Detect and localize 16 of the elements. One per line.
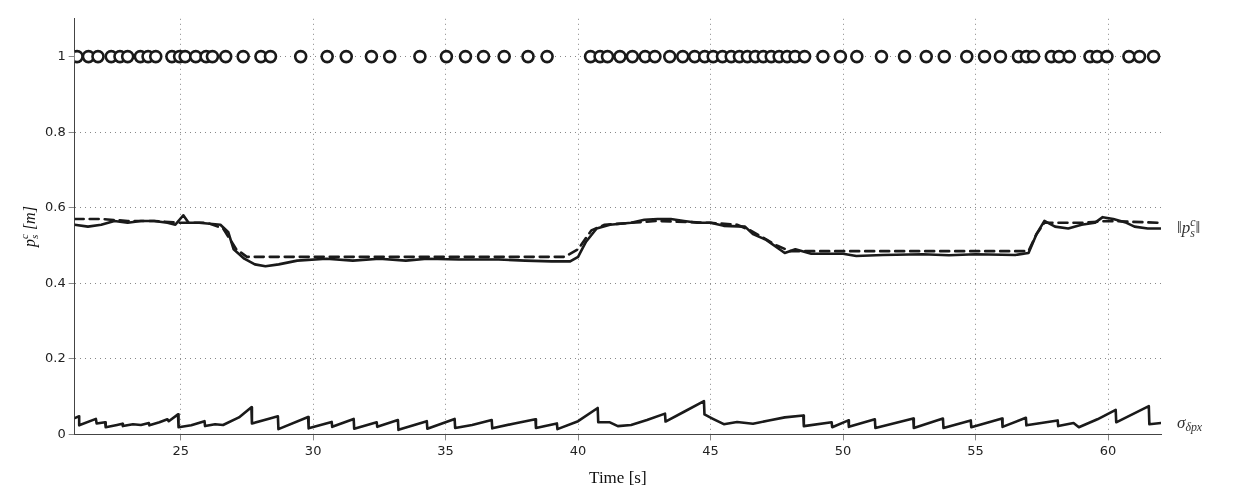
y-tick-label: 0.2 bbox=[44, 350, 66, 366]
y-tick-label: 0.4 bbox=[44, 274, 66, 290]
x-tick-label: 25 bbox=[172, 442, 189, 458]
x-tick-label: 40 bbox=[569, 442, 587, 458]
y-tick-label: 0.6 bbox=[44, 199, 66, 215]
y-tick-label: 1 bbox=[57, 47, 66, 63]
x-axis-title: Time [s] bbox=[589, 467, 647, 487]
y-tick-label: 0 bbox=[57, 425, 66, 441]
x-tick-label: 50 bbox=[834, 442, 852, 458]
x-tick-label: 55 bbox=[967, 442, 984, 458]
x-tick-label: 60 bbox=[1099, 442, 1117, 458]
x-tick-label: 30 bbox=[304, 442, 322, 458]
x-tick-label: 35 bbox=[437, 442, 454, 458]
y-axis-title: psc [m] bbox=[18, 206, 41, 249]
y-tick-label: 0.8 bbox=[44, 123, 66, 139]
x-tick-label: 45 bbox=[702, 442, 719, 458]
